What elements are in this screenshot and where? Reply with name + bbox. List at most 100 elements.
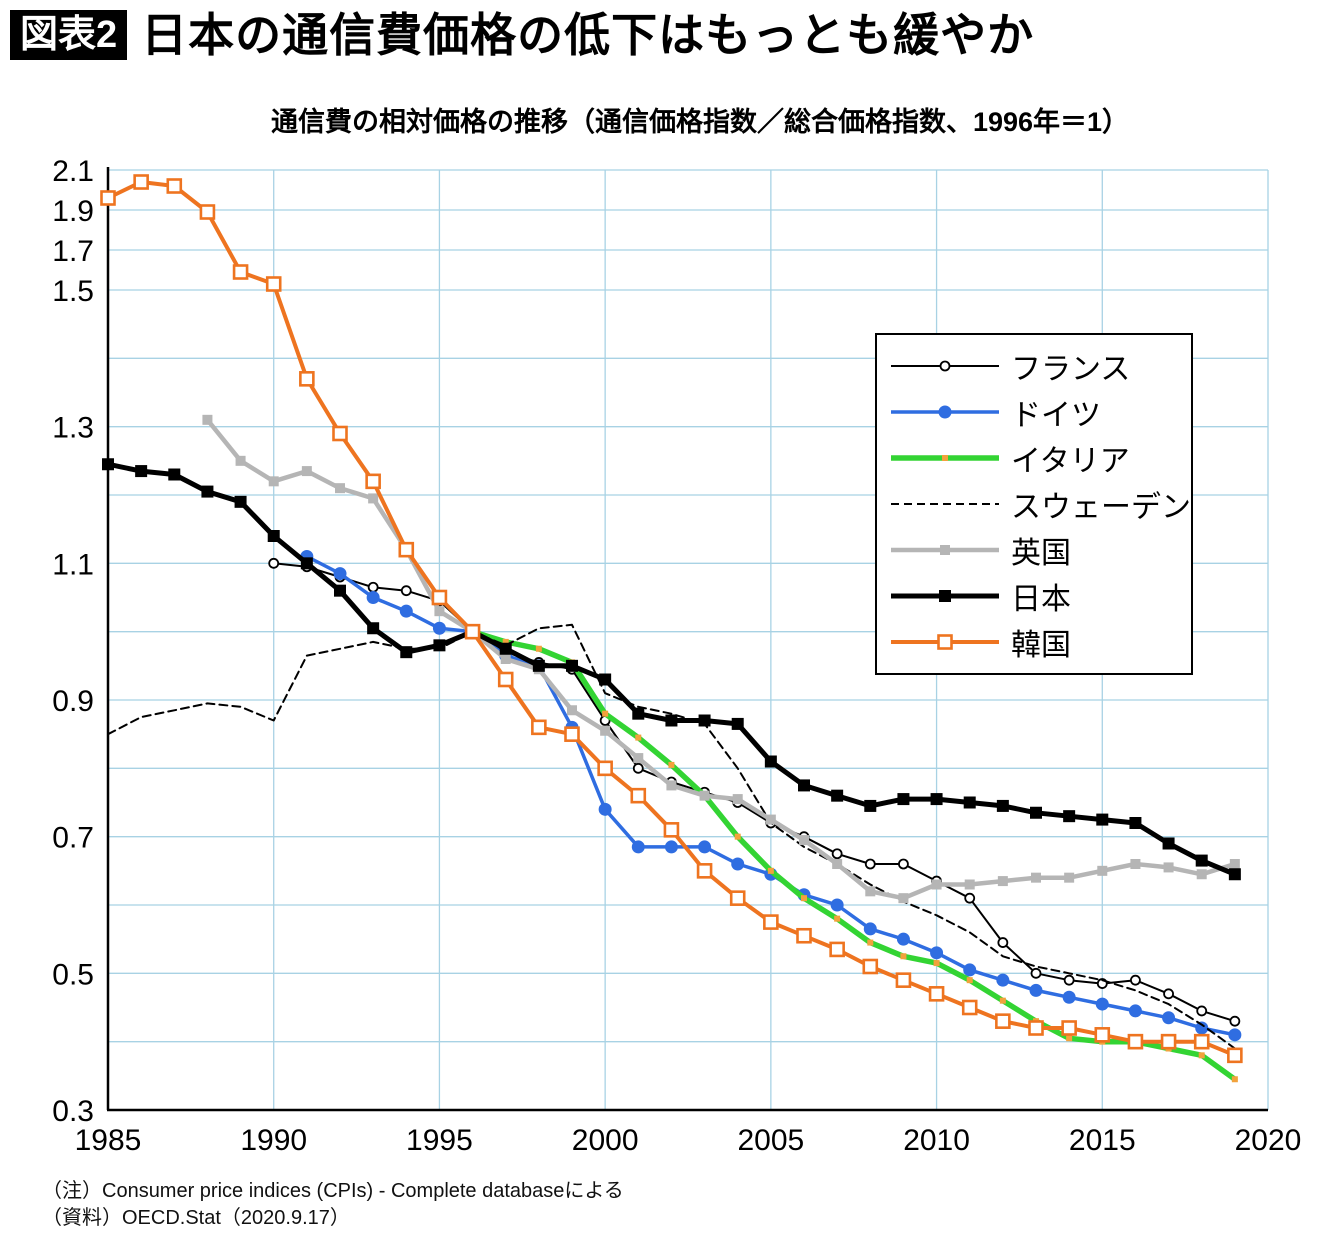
uk-marker: [832, 859, 843, 869]
italy-marker: [1231, 1076, 1238, 1083]
italy-marker: [535, 645, 542, 652]
uk-marker: [268, 476, 279, 487]
france-marker: [1196, 1005, 1208, 1017]
korea-marker: [332, 425, 348, 442]
germany-marker: [631, 840, 645, 854]
sweden-line: [107, 623, 1236, 1050]
france-marker: [964, 892, 976, 904]
france-marker: [898, 858, 909, 870]
japan-marker: [632, 707, 645, 720]
y-tick-label: 1.7: [52, 235, 94, 268]
japan-marker: [334, 584, 346, 597]
germany-marker: [731, 857, 745, 871]
italy-marker: [801, 895, 807, 902]
germany-marker: [1128, 1004, 1142, 1018]
legend-item-uk: 英国: [877, 527, 1191, 573]
germany-marker: [598, 802, 612, 816]
y-tick-label: 1.3: [52, 412, 94, 445]
france-marker: [997, 937, 1009, 948]
legend-label: イタリア: [1011, 445, 1130, 478]
france-marker: [831, 848, 843, 860]
uk-marker: [235, 455, 246, 466]
japan-marker: [1063, 810, 1076, 823]
uk-marker: [633, 753, 644, 764]
korea-marker: [199, 204, 216, 220]
germany-marker: [366, 591, 380, 604]
germany-marker: [399, 604, 413, 618]
korea-marker: [265, 276, 282, 292]
france-marker: [1163, 988, 1174, 1000]
x-tick-label: 2020: [1235, 1124, 1302, 1157]
italy-line: [469, 628, 1238, 1083]
korea-marker: [796, 927, 812, 944]
germany-marker: [963, 963, 977, 977]
italy-marker: [767, 867, 774, 874]
korea-marker: [1061, 1020, 1077, 1036]
legend-swatch-korea: [891, 634, 999, 650]
italy-marker: [502, 638, 509, 645]
uk-marker: [1196, 869, 1207, 880]
uk-marker: [202, 414, 213, 425]
legend-item-japan: 日本: [877, 573, 1191, 619]
uk-marker: [567, 705, 577, 716]
uk-line: [205, 417, 1238, 901]
korea-marker: [995, 1013, 1011, 1029]
uk-marker: [699, 790, 710, 801]
korea-marker: [1160, 1033, 1177, 1050]
france-marker: [268, 557, 280, 569]
korea-marker: [365, 473, 381, 490]
uk-marker: [865, 886, 876, 897]
legend-swatch-france: [891, 360, 999, 372]
source-notes: （注）Consumer price indices (CPIs) - Compl…: [42, 1178, 624, 1232]
germany-marker: [896, 932, 910, 946]
japan-marker: [798, 779, 810, 792]
italy-marker: [1198, 1052, 1205, 1059]
uk-marker: [898, 893, 909, 904]
germany-marker: [1195, 1021, 1209, 1035]
japan-marker: [267, 530, 280, 542]
japan-marker: [1162, 837, 1175, 850]
legend-swatch-uk: [891, 545, 999, 555]
korea-marker: [1094, 1027, 1111, 1043]
uk-marker: [1229, 859, 1240, 869]
italy-marker: [602, 710, 609, 717]
y-tick-label: 0.9: [52, 685, 94, 718]
legend-label: フランス: [1011, 353, 1131, 386]
x-tick-label: 1985: [75, 1124, 142, 1157]
italy-marker: [635, 734, 642, 741]
legend-item-italy: イタリア: [877, 435, 1191, 481]
japan-marker: [234, 495, 247, 508]
japan-marker: [996, 799, 1009, 812]
korea-marker: [763, 914, 779, 930]
italy-marker: [933, 960, 940, 967]
japan-marker: [897, 793, 910, 806]
france-marker: [1030, 967, 1042, 979]
legend-item-korea: 韓国: [877, 619, 1191, 665]
korea-marker: [497, 671, 514, 688]
germany-marker: [930, 946, 944, 960]
x-tick-label: 2010: [903, 1124, 970, 1157]
legend-label: スウェーデン: [1011, 491, 1191, 524]
japan-marker: [168, 468, 181, 481]
korea-marker: [1127, 1033, 1144, 1050]
x-tick-label: 1995: [406, 1124, 473, 1157]
y-tick-label: 0.3: [52, 1095, 94, 1128]
series-germany: [300, 550, 1242, 1042]
uk-marker: [434, 606, 445, 617]
legend-label: 韓国: [1011, 629, 1071, 662]
italy-marker: [999, 997, 1006, 1004]
italy-marker: [966, 977, 973, 984]
japan-marker: [599, 673, 612, 686]
uk-marker: [301, 466, 312, 477]
uk-marker: [666, 780, 677, 791]
korea-marker: [531, 719, 547, 736]
uk-marker: [964, 879, 975, 890]
japan-marker: [1195, 854, 1208, 867]
japan-marker: [102, 458, 114, 471]
korea-marker: [564, 726, 580, 742]
france-marker: [864, 858, 876, 870]
japan-marker: [433, 639, 446, 652]
uk-marker: [997, 876, 1008, 887]
korea-marker: [100, 190, 116, 206]
